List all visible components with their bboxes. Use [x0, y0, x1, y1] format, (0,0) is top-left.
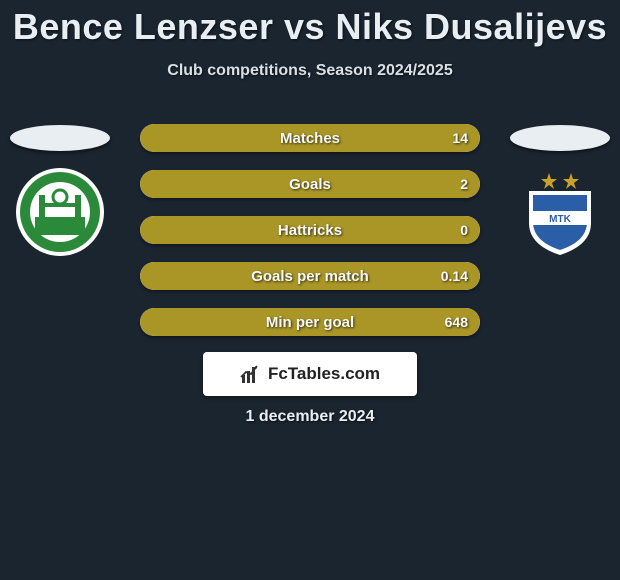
page-title: Bence Lenzser vs Niks Dusalijevs: [0, 0, 620, 48]
branding-badge: FcTables.com: [203, 352, 417, 396]
stat-label: Goals: [140, 170, 480, 198]
player-right-oval: [510, 125, 610, 151]
stat-row: Min per goal648: [140, 308, 480, 336]
player-right-badge: MTK: [510, 125, 610, 257]
stat-value-right: 0: [448, 216, 480, 244]
player-left-oval: [10, 125, 110, 151]
stat-label: Hattricks: [140, 216, 480, 244]
stat-value-right: 0.14: [429, 262, 480, 290]
stats-container: Matches14 Goals2 Hattricks0 Goals per match…: [140, 124, 480, 354]
stat-row: Hattricks0: [140, 216, 480, 244]
stat-row: Goals2: [140, 170, 480, 198]
subtitle: Club competitions, Season 2024/2025: [0, 62, 620, 80]
stat-row: Goals per match0.14: [140, 262, 480, 290]
stat-value-right: 648: [433, 308, 480, 336]
club-crest-right: MTK: [515, 167, 605, 257]
player-left-badge: [10, 125, 110, 257]
stat-value-right: 14: [440, 124, 480, 152]
date-text: 1 december 2024: [0, 408, 620, 426]
stat-label: Min per goal: [140, 308, 480, 336]
stat-label: Matches: [140, 124, 480, 152]
chart-icon: [240, 363, 262, 385]
club-crest-left: [15, 167, 105, 257]
stat-value-right: 2: [448, 170, 480, 198]
svg-text:MTK: MTK: [549, 214, 571, 225]
branding-text: FcTables.com: [268, 364, 380, 384]
stat-row: Matches14: [140, 124, 480, 152]
